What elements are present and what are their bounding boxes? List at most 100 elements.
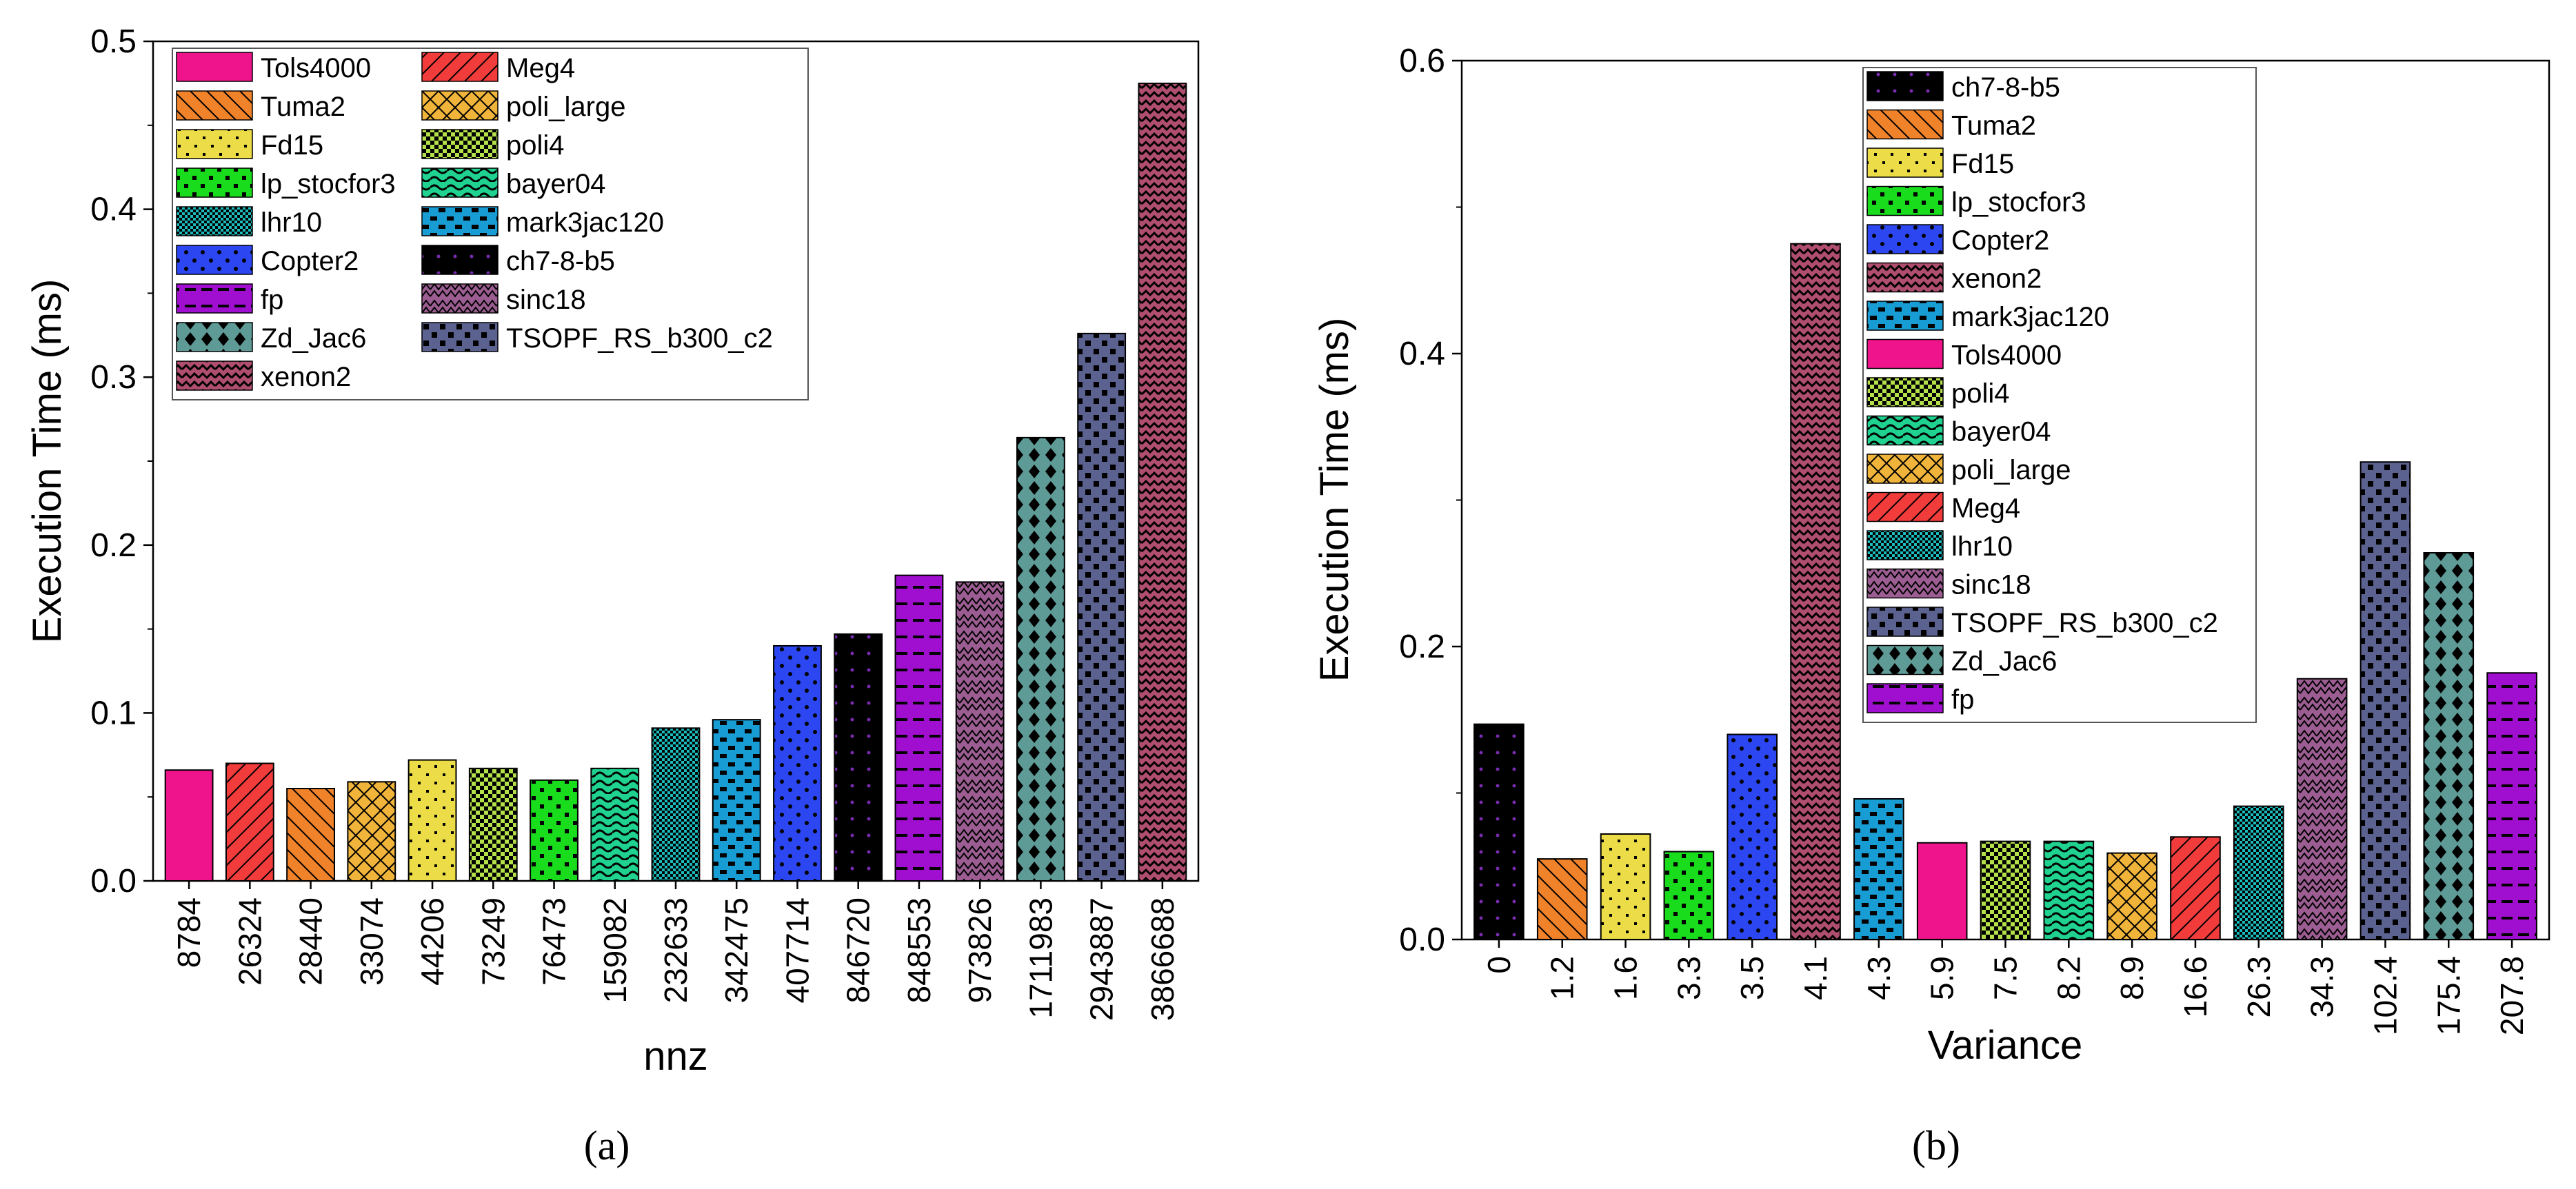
chart-a-ylabel: Execution Time (ms) <box>25 279 70 644</box>
a-xtick-label: 2943887 <box>1084 897 1120 1021</box>
a-legend-label: Tuma2 <box>261 92 345 122</box>
a-ytick-label: 0.4 <box>90 192 137 228</box>
b-legend-label: ch7-8-b5 <box>1951 72 2060 103</box>
a-legend-label: Fd15 <box>261 130 323 161</box>
a-bar-tols4000 <box>164 769 214 882</box>
b-xtick-label: 3.3 <box>1671 956 1707 1000</box>
a-legend-swatch-fp <box>176 283 253 314</box>
b-legend-label: lp_stocfor3 <box>1951 187 2086 218</box>
a-bar-fp <box>894 574 944 882</box>
a-xtick-label: 73249 <box>475 897 511 986</box>
a-bar-fd15 <box>407 759 457 882</box>
a-legend-item: bayer04 <box>421 167 606 199</box>
a-legend-label: fp <box>261 285 283 315</box>
chart-b-xlabel: Variance <box>1928 1023 2083 1068</box>
a-bar-bayer04 <box>590 767 640 882</box>
b-legend-swatch-tsopf-rs-b300-c2 <box>1866 607 1944 637</box>
a-legend-item: sinc18 <box>421 283 586 315</box>
b-legend-item: TSOPF_RS_b300_c2 <box>1866 607 2218 638</box>
a-legend-item: lhr10 <box>176 206 322 238</box>
b-bar-fp <box>2486 672 2537 940</box>
a-ytick-label: 0.2 <box>90 527 137 564</box>
a-legend-label: bayer04 <box>506 169 606 199</box>
b-legend-swatch-tols4000 <box>1866 338 1944 369</box>
chart-b-panel-label: (b) <box>1912 1123 1960 1168</box>
a-legend-label: lhr10 <box>261 207 322 238</box>
chart-a: 0.0 0.1 0.2 0.3 0.4 0.5 8784 26324 28440 33074 44… <box>25 23 1200 1168</box>
a-legend-swatch-sinc18 <box>421 283 499 314</box>
a-xtick-label: 1711983 <box>1023 897 1058 1019</box>
b-legend-swatch-meg4 <box>1866 491 1944 522</box>
b-legend-swatch-tuma2 <box>1866 109 1944 140</box>
b-xtick-label: 16.6 <box>2177 956 2213 1018</box>
b-legend-label: mark3jac120 <box>1951 302 2109 332</box>
b-bar-poli-large <box>2106 852 2157 940</box>
a-legend-item: ch7-8-b5 <box>421 245 615 276</box>
b-legend-item: lhr10 <box>1866 530 2013 562</box>
a-legend-swatch-tols4000 <box>176 52 253 82</box>
a-xtick-label: 28440 <box>293 897 329 986</box>
a-ytick-label: 0.0 <box>90 863 137 900</box>
a-xtick-label: 232633 <box>658 897 694 1004</box>
b-xtick-label: 0 <box>1481 956 1517 974</box>
a-legend-item: lp_stocfor3 <box>176 167 396 199</box>
a-legend-item: TSOPF_RS_b300_c2 <box>421 322 773 354</box>
b-bar-lp-stocfor3 <box>1663 851 1715 940</box>
a-bar-lp-stocfor3 <box>530 779 578 882</box>
b-legend-item: sinc18 <box>1866 568 2031 600</box>
b-legend-label: Tuma2 <box>1951 111 2036 141</box>
a-legend-label: Meg4 <box>506 53 575 83</box>
b-xtick-label: 3.5 <box>1734 956 1770 1000</box>
a-legend-item: Fd15 <box>176 129 323 161</box>
b-legend-label: fp <box>1951 684 1974 715</box>
b-legend-swatch-bayer04 <box>1866 415 1944 446</box>
b-legend-label: TSOPF_RS_b300_c2 <box>1951 608 2218 638</box>
b-bar-fd15 <box>1600 833 1651 940</box>
a-xtick-label: 848553 <box>901 897 937 1004</box>
b-legend-item: Fd15 <box>1866 148 2014 179</box>
b-legend-label: Fd15 <box>1951 149 2014 179</box>
a-legend-item: fp <box>176 283 283 315</box>
b-bar-sinc18 <box>2296 678 2348 940</box>
b-bar-zd-jac6 <box>2423 552 2475 940</box>
a-bar-xenon2 <box>1138 82 1187 882</box>
a-legend-swatch-zd-jac6 <box>176 322 253 352</box>
a-legend-swatch-tsopf-rs-b300-c2 <box>421 322 499 352</box>
b-xtick-label: 4.3 <box>1861 956 1897 1000</box>
b-legend-label: Meg4 <box>1951 494 2020 524</box>
b-legend-label: xenon2 <box>1951 264 2042 294</box>
a-legend-label: lp_stocfor3 <box>261 169 396 199</box>
a-legend-item: Tols4000 <box>176 52 371 83</box>
a-legend-swatch-mark3jac120 <box>421 206 499 236</box>
b-legend-item: poli_large <box>1866 454 2071 485</box>
b-legend-swatch-zd-jac6 <box>1866 644 1944 675</box>
a-legend-swatch-poli-large <box>421 90 499 121</box>
b-legend-item: xenon2 <box>1866 262 2042 294</box>
a-bar-meg4 <box>225 762 274 882</box>
b-ytick-label: 0.6 <box>1399 43 1445 79</box>
a-legend-item: xenon2 <box>176 360 351 392</box>
b-bar-lhr10 <box>2233 805 2284 940</box>
a-legend-label: Zd_Jac6 <box>261 323 366 354</box>
b-legend-label: poli_large <box>1951 455 2071 485</box>
a-legend-swatch-bayer04 <box>421 167 499 198</box>
a-xtick-label: 407714 <box>779 897 815 1004</box>
a-xtick-label: 973826 <box>962 897 998 1004</box>
b-legend-item: bayer04 <box>1866 415 2051 447</box>
chart-a-panel-label: (a) <box>584 1123 630 1168</box>
a-legend-label: poli_large <box>506 92 625 122</box>
b-bar-meg4 <box>2170 836 2221 940</box>
b-bar-poli4 <box>1980 840 2031 940</box>
b-bar-xenon2 <box>1790 243 1841 940</box>
a-bar-zd-jac6 <box>1016 436 1065 882</box>
chart-b-ylabel: Execution Time (ms) <box>1312 318 1357 682</box>
b-bar-tols4000 <box>1916 842 1968 940</box>
b-legend-item: Copter2 <box>1866 224 2049 256</box>
a-legend-label: Tols4000 <box>261 53 371 83</box>
b-legend-item: poli4 <box>1866 377 2010 409</box>
a-xtick-label: 44206 <box>414 897 450 986</box>
a-legend-label: poli4 <box>506 130 565 161</box>
a-legend-swatch-lp-stocfor3 <box>176 167 253 198</box>
a-legend-swatch-lhr10 <box>176 206 253 236</box>
